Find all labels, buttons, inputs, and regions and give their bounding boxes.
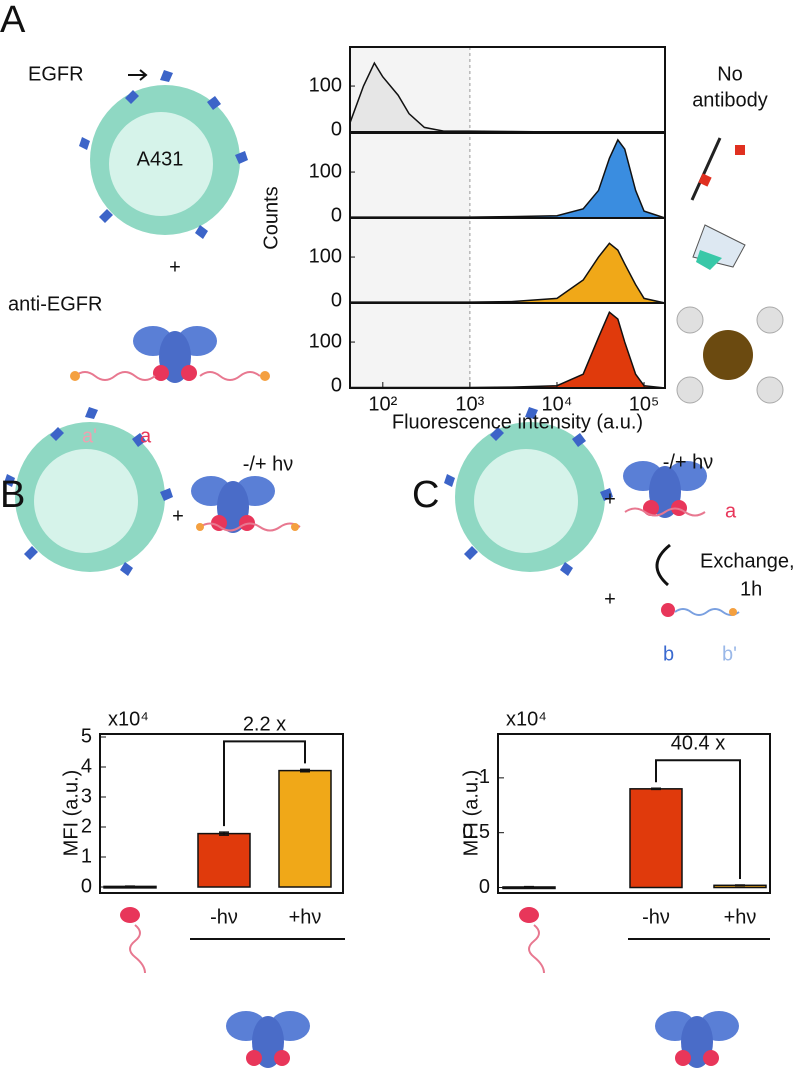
error-bar xyxy=(125,885,135,888)
multiplier: x10⁴ xyxy=(506,708,547,730)
label: b' xyxy=(722,643,737,665)
label: a' xyxy=(82,425,97,447)
y-tick-label: 0 xyxy=(331,118,342,140)
bar xyxy=(629,788,683,889)
bracket xyxy=(655,759,741,879)
error-bar xyxy=(300,768,310,773)
error-bar xyxy=(219,831,229,836)
annotation: 2.2 x xyxy=(243,714,286,736)
label: + xyxy=(169,256,181,278)
y-tick-label: 3 xyxy=(81,785,92,807)
y-axis-label: Counts xyxy=(260,186,282,249)
y-tick-label: 100 xyxy=(309,160,342,182)
x-tick-label: 10⁴ xyxy=(542,393,573,415)
label: + xyxy=(604,588,616,610)
label: No xyxy=(717,63,743,85)
x-tick-label: +hν xyxy=(289,906,322,928)
panel-label: A xyxy=(0,0,26,41)
label: A431 xyxy=(137,148,184,170)
label: -/+ hν xyxy=(243,453,294,475)
panel-label: C xyxy=(412,474,439,516)
plot-frame xyxy=(497,733,771,894)
label: antibody xyxy=(692,89,768,111)
y-tick-label: 0 xyxy=(331,289,342,311)
label: EGFR xyxy=(28,63,84,85)
y-tick-label: 4 xyxy=(81,755,92,777)
y-tick-label: 2 xyxy=(81,815,92,837)
annotation: 40.4 x xyxy=(671,733,725,755)
bar xyxy=(278,769,332,888)
x-tick-label: 10² xyxy=(368,393,397,415)
error-bar xyxy=(735,884,745,887)
error-bar xyxy=(651,787,661,791)
y-tick-label: 5 xyxy=(81,725,92,747)
y-tick-label: 1 xyxy=(81,845,92,867)
y-tick-label: 100 xyxy=(309,245,342,267)
y-axis-label: MFI (a.u.) xyxy=(60,770,82,857)
x-tick-label: -hν xyxy=(210,906,238,928)
label: + xyxy=(172,505,184,527)
label: 1h xyxy=(740,578,762,600)
y-tick-label: 0.5 xyxy=(462,821,490,843)
y-tick-label: 0 xyxy=(331,204,342,226)
y-tick-label: 0 xyxy=(479,876,490,898)
x-tick-label: +hν xyxy=(724,906,757,928)
error-bar xyxy=(524,885,534,889)
x-tick-label: -hν xyxy=(642,906,670,928)
y-tick-label: 1 xyxy=(479,766,490,788)
label: -/+ hν xyxy=(663,451,714,473)
plot-frame xyxy=(99,733,344,894)
histogram-fill xyxy=(350,312,665,388)
panel-label: B xyxy=(0,474,25,516)
x-axis-label: Fluorescence intensity (a.u.) xyxy=(392,411,643,433)
label: Exchange, xyxy=(700,550,795,572)
antibody-icon xyxy=(655,1011,739,1068)
y-axis-label: MFI (a.u.) xyxy=(460,770,482,857)
label: + xyxy=(604,488,616,510)
label: b xyxy=(663,643,674,665)
label: a xyxy=(725,500,737,522)
label: anti-EGFR xyxy=(8,293,102,315)
y-tick-label: 0 xyxy=(81,875,92,897)
histogram-fill xyxy=(350,139,665,218)
antibody-icon xyxy=(133,326,217,383)
bracket xyxy=(223,740,306,827)
histogram-fill xyxy=(350,243,665,303)
multiplier: x10⁴ xyxy=(108,708,149,730)
y-tick-label: 0 xyxy=(331,374,342,396)
label: a xyxy=(140,425,152,447)
diagrams xyxy=(4,70,784,1068)
x-tick-label: 10⁵ xyxy=(629,393,660,415)
x-tick-label: 10³ xyxy=(455,393,484,415)
antibody-icon xyxy=(226,1011,310,1068)
histogram-fill xyxy=(350,63,665,132)
y-tick-label: 100 xyxy=(309,74,342,96)
bar xyxy=(197,832,251,888)
y-tick-label: 100 xyxy=(309,330,342,352)
panel-frame xyxy=(349,302,666,389)
